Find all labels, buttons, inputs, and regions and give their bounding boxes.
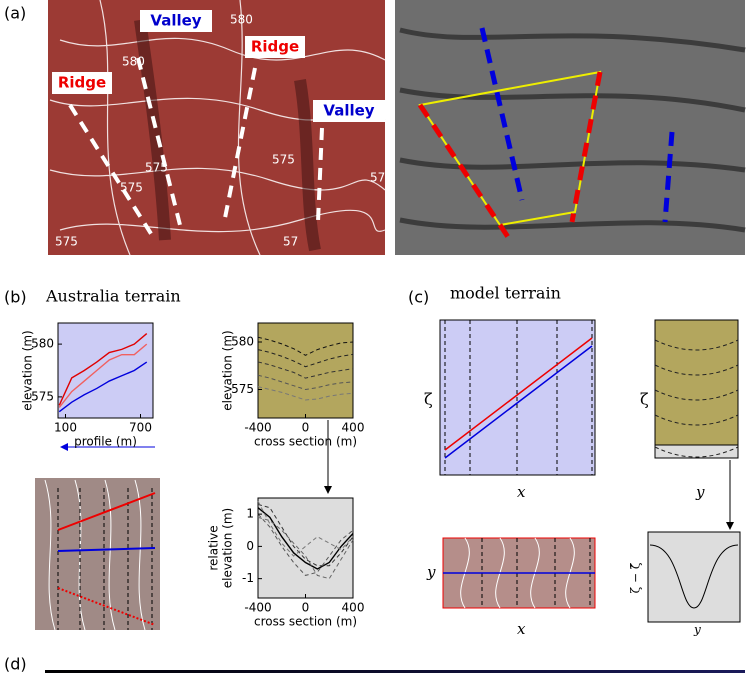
panel-label: (a) — [4, 4, 26, 23]
series-line — [257, 513, 354, 576]
x-tick-label: 100 — [54, 421, 77, 435]
x-tick-label: -400 — [244, 421, 271, 435]
series-line — [58, 343, 148, 408]
shaded-map — [395, 0, 746, 255]
series-line — [257, 361, 354, 379]
axis-label: y — [695, 483, 705, 501]
contour-label: 575 — [145, 161, 168, 175]
x-tick-label: 700 — [129, 421, 152, 435]
contour-label: 575 — [55, 235, 78, 249]
y-axis-label: elevation (m) — [21, 330, 35, 410]
axis-label: ζ − ζ̄ — [629, 562, 643, 593]
y-tick-label: 575 — [231, 382, 254, 396]
ridge-map — [48, 0, 386, 256]
map-label: Ridge — [251, 38, 299, 56]
series-line — [257, 336, 354, 356]
axis-label: ζ — [640, 390, 649, 409]
x-tick-label: 400 — [342, 601, 365, 615]
series-line — [257, 516, 354, 580]
contour-label: 57 — [283, 235, 298, 249]
x-tick-label: 0 — [302, 421, 310, 435]
y-tick-label: 1 — [246, 507, 254, 521]
y-tick-label: -1 — [242, 571, 254, 585]
map-label: Valley — [150, 12, 201, 30]
contour-label: 575 — [272, 153, 295, 167]
y-tick-label: 580 — [31, 337, 54, 351]
x-axis-label: cross section (m) — [254, 615, 357, 629]
y-tick-label: 0 — [246, 539, 254, 553]
x-axis-label: profile (m) — [74, 435, 137, 449]
y-axis-label: elevation (m) — [221, 330, 235, 410]
panel-label: (c) — [408, 288, 429, 307]
x-axis-label: cross section (m) — [254, 435, 357, 449]
x-tick-label: 400 — [342, 421, 365, 435]
panel-title: model terrain — [450, 284, 561, 303]
profile-map — [35, 478, 160, 631]
map-label: Ridge — [58, 74, 106, 92]
series-line — [257, 503, 354, 567]
axis-label: x — [517, 620, 526, 638]
contour-label: 580 — [122, 55, 145, 69]
axis-label: y — [426, 563, 436, 581]
plot-area — [257, 322, 354, 419]
map-label: Valley — [323, 102, 374, 120]
panel-title: Australia terrain — [45, 287, 181, 306]
x-tick-label: -400 — [244, 601, 271, 615]
y-axis-label: elevation (m) — [221, 508, 235, 588]
y-axis-label: relative — [207, 525, 221, 570]
series-line — [257, 386, 354, 401]
axis-label: ζ — [424, 390, 433, 409]
contour-label: 57 — [370, 171, 385, 185]
contour-label: 580 — [230, 13, 253, 27]
axis-label: x — [517, 483, 526, 501]
panel-label: (b) — [4, 288, 27, 307]
series-line — [257, 349, 354, 368]
contour-label: 575 — [120, 181, 143, 195]
divider — [45, 670, 745, 673]
series-line — [257, 374, 354, 391]
x-tick-label: 0 — [302, 601, 310, 615]
model-panels — [439, 319, 741, 623]
panel-label: (d) — [4, 655, 27, 674]
y-tick-label: 575 — [31, 389, 54, 403]
axis-label: y — [693, 623, 701, 637]
series-line — [58, 333, 148, 406]
y-tick-label: 580 — [231, 335, 254, 349]
plot-area — [57, 322, 154, 419]
series-line — [58, 361, 148, 413]
